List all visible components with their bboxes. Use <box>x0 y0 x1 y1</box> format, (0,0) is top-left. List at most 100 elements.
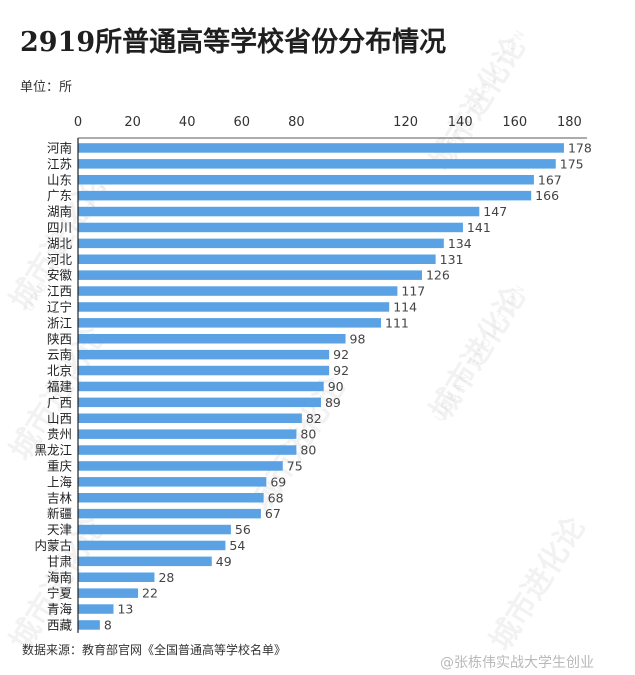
value-label: 92 <box>333 347 349 362</box>
x-tick-label: 140 <box>448 115 473 130</box>
value-label: 68 <box>268 490 284 505</box>
value-label: 147 <box>483 204 507 219</box>
category-label: 辽宁 <box>47 299 72 314</box>
value-label: 13 <box>117 602 133 617</box>
bar <box>78 334 346 344</box>
value-label: 131 <box>440 252 464 267</box>
bar <box>78 524 231 535</box>
bar <box>78 302 390 312</box>
bar <box>78 413 302 423</box>
value-label: 117 <box>401 284 425 299</box>
bar <box>78 365 330 376</box>
bar <box>78 429 297 439</box>
bar <box>78 286 398 296</box>
value-label: 22 <box>142 586 158 601</box>
category-label: 山东 <box>47 172 72 187</box>
bar <box>78 270 422 280</box>
bar <box>78 254 436 264</box>
value-label: 134 <box>448 236 472 251</box>
value-label: 114 <box>393 299 417 314</box>
value-label: 126 <box>426 268 450 283</box>
bar <box>78 397 321 408</box>
value-labels: 1781751671661471411341311261171141119892… <box>104 140 592 632</box>
x-tick-label: 60 <box>234 115 251 130</box>
credit-watermark: @张栋伟实战大学生创业 <box>440 655 594 671</box>
x-axis-ticks: 0 20 40 60 80 120 140 160 180 <box>74 115 582 130</box>
bar <box>78 206 480 217</box>
bar <box>78 572 155 582</box>
value-label: 111 <box>385 315 409 330</box>
x-tick-label: 180 <box>557 115 582 130</box>
category-label: 海南 <box>47 570 72 585</box>
value-label: 178 <box>568 140 592 155</box>
value-label: 166 <box>535 188 559 203</box>
bar <box>78 349 330 360</box>
x-tick-label: 40 <box>179 115 196 130</box>
category-label: 山西 <box>47 411 72 426</box>
category-label: 天津 <box>47 522 72 537</box>
category-label: 甘肃 <box>47 554 72 569</box>
category-label: 吉林 <box>47 490 73 505</box>
category-label: 浙江 <box>47 315 72 330</box>
bar <box>78 222 463 233</box>
bar <box>78 477 267 487</box>
category-label: 云南 <box>47 347 72 362</box>
category-label: 安徽 <box>47 268 73 283</box>
category-label: 新疆 <box>47 506 72 521</box>
bar <box>78 238 444 249</box>
category-label: 江苏 <box>47 156 72 171</box>
x-tick-label: 0 <box>74 115 82 130</box>
category-label: 上海 <box>47 474 73 489</box>
bars <box>78 143 564 630</box>
value-label: 90 <box>328 379 344 394</box>
category-label: 陕西 <box>47 331 72 346</box>
bar <box>78 620 100 630</box>
value-label: 92 <box>333 363 349 378</box>
bar <box>78 493 264 503</box>
value-label: 69 <box>270 474 286 489</box>
value-label: 167 <box>538 172 562 187</box>
bar <box>78 318 382 328</box>
category-label: 宁夏 <box>47 586 73 601</box>
category-label: 广东 <box>47 188 72 203</box>
bar <box>78 461 283 471</box>
value-label: 8 <box>104 617 112 632</box>
chart-title: 2919所普通高等学校省份分布情况 <box>20 27 447 58</box>
category-label: 西藏 <box>47 617 73 632</box>
bar <box>78 588 139 598</box>
value-label: 75 <box>287 458 303 473</box>
value-label: 67 <box>265 506 281 521</box>
bar <box>78 556 212 567</box>
value-label: 56 <box>235 522 251 537</box>
bar <box>78 190 532 201</box>
category-label: 河北 <box>47 252 73 267</box>
x-tick-label: 160 <box>502 115 527 130</box>
bar <box>78 159 556 169</box>
bar <box>78 381 324 392</box>
source-note: 数据来源：教育部官网《全国普通高等学校名单》 <box>22 643 287 657</box>
unit-label: 单位：所 <box>20 80 73 95</box>
value-label: 89 <box>325 395 341 410</box>
category-label: 贵州 <box>47 427 72 442</box>
category-label: 四川 <box>47 220 72 235</box>
category-label: 广西 <box>47 395 72 410</box>
value-label: 80 <box>300 427 316 442</box>
category-label: 内蒙古 <box>34 538 72 553</box>
category-label: 重庆 <box>47 458 73 473</box>
value-label: 98 <box>350 331 366 346</box>
value-label: 141 <box>467 220 491 235</box>
category-label: 河南 <box>47 140 72 155</box>
value-label: 80 <box>300 443 316 458</box>
bar <box>78 445 297 455</box>
value-label: 49 <box>216 554 232 569</box>
category-label: 福建 <box>47 379 73 394</box>
x-tick-label: 80 <box>288 115 305 130</box>
value-label: 82 <box>306 411 322 426</box>
x-tick-label: 20 <box>124 115 141 130</box>
value-label: 54 <box>229 538 245 553</box>
category-label: 湖北 <box>47 236 73 251</box>
bar <box>78 604 114 614</box>
bar <box>78 175 534 185</box>
category-label: 湖南 <box>47 204 72 219</box>
